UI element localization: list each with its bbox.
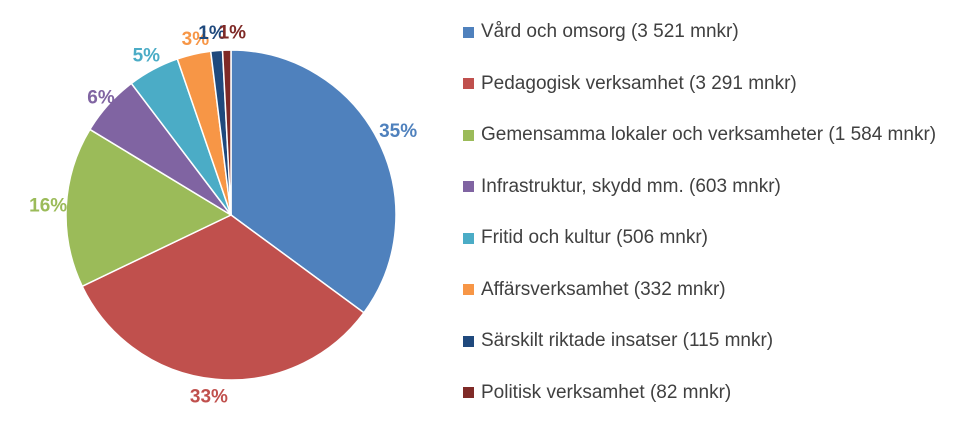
percent-label-8: 1% <box>219 23 247 44</box>
percent-label-3: 16% <box>29 196 67 217</box>
legend-swatch <box>463 335 474 347</box>
pie-slice-3 <box>65 128 233 288</box>
legend-item-8: Politisk verksamhet (82 mnkr) <box>463 381 731 405</box>
legend-item-3: Gemensamma lokaler och verksamheter (1 5… <box>463 123 936 147</box>
legend-label: Pedagogisk verksamhet (3 291 mnkr) <box>481 72 797 94</box>
legend-label: Affärsverksamhet (332 mnkr) <box>481 278 726 300</box>
percent-label-5: 5% <box>133 46 161 67</box>
legend-label: Fritid och kultur (506 mnkr) <box>481 227 709 248</box>
legend-swatch <box>463 26 474 38</box>
legend-label: Infrastruktur, skydd mm. (603 mnkr) <box>481 175 781 197</box>
pie-slice-1 <box>230 49 397 314</box>
percent-label-4: 6% <box>87 87 115 108</box>
percent-label-2: 33% <box>190 387 228 408</box>
legend-item-2: Pedagogisk verksamhet (3 291 mnkr) <box>463 72 797 96</box>
legend-item-1: Vård och omsorg (3 521 mnkr) <box>463 20 739 44</box>
legend-label: Särskilt riktade insatser (115 mnkr) <box>481 330 774 351</box>
legend-swatch <box>463 232 474 244</box>
pie-percent-labels: 35%33%16%6%5%3%1%1% <box>29 23 417 408</box>
percent-label-6: 3% <box>182 29 210 50</box>
legend-item-6: Affärsverksamhet (332 mnkr) <box>463 278 726 302</box>
legend: Vård och omsorg (3 521 mnkr) Pedagogisk v… <box>463 0 958 421</box>
legend-swatch <box>463 284 474 295</box>
legend-swatch <box>463 78 474 89</box>
pie-slices <box>65 49 397 381</box>
pie-slice-2 <box>81 214 365 381</box>
legend-swatch <box>463 387 474 398</box>
legend-label: Politisk verksamhet (82 mnkr) <box>481 381 732 403</box>
percent-label-1: 35% <box>379 121 417 142</box>
percent-label-7: 1% <box>198 23 226 44</box>
legend-item-7: Särskilt riktade insatser (115 mnkr) <box>463 329 773 353</box>
pie-slice-8 <box>221 49 232 216</box>
legend-swatch <box>463 181 474 192</box>
legend-swatch <box>463 129 474 141</box>
legend-item-5: Fritid och kultur (506 mnkr) <box>463 226 708 250</box>
pie-chart: 35%33%16%6%5%3%1%1% <box>29 23 417 408</box>
legend-label: Vård och omsorg (3 521 mnkr) <box>481 21 739 42</box>
legend-item-4: Infrastruktur, skydd mm. (603 mnkr) <box>463 175 781 199</box>
legend-label: Gemensamma lokaler och verksamheter (1 5… <box>481 124 937 145</box>
